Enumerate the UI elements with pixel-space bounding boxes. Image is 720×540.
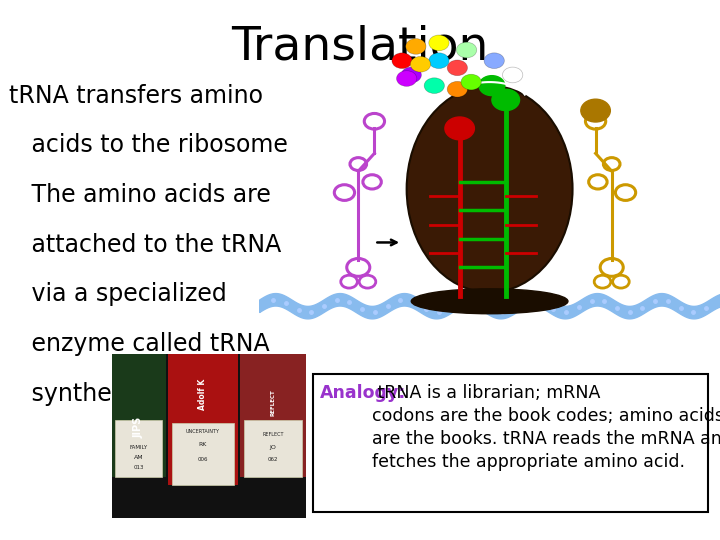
- Circle shape: [456, 42, 477, 58]
- Text: attached to the tRNA: attached to the tRNA: [9, 233, 281, 256]
- Text: UNCERTAINTY: UNCERTAINTY: [186, 429, 220, 434]
- Text: enzyme called tRNA: enzyme called tRNA: [9, 332, 269, 356]
- Bar: [112, 354, 166, 477]
- Text: The amino acids are: The amino acids are: [9, 183, 271, 207]
- Text: REFLECT: REFLECT: [262, 432, 284, 437]
- Text: AM: AM: [134, 455, 143, 460]
- Bar: [115, 420, 162, 477]
- Text: Adolf K: Adolf K: [199, 379, 207, 410]
- Circle shape: [581, 99, 611, 122]
- Circle shape: [429, 35, 449, 51]
- Text: 062: 062: [268, 457, 278, 462]
- Text: 013: 013: [134, 465, 144, 470]
- Text: FAMILY: FAMILY: [130, 445, 148, 450]
- Circle shape: [447, 60, 467, 76]
- Text: tRNA is a librarian; mRNA
codons are the book codes; amino acids
are the books. : tRNA is a librarian; mRNA codons are the…: [372, 384, 720, 471]
- Circle shape: [503, 67, 523, 83]
- Text: Analogy:: Analogy:: [320, 384, 407, 402]
- Circle shape: [424, 78, 444, 93]
- Bar: [244, 420, 302, 477]
- Circle shape: [447, 82, 467, 97]
- Text: tRNA transfers amino: tRNA transfers amino: [9, 84, 263, 107]
- Circle shape: [479, 76, 505, 96]
- Text: 006: 006: [198, 457, 208, 462]
- Bar: [240, 354, 306, 477]
- Text: JIPS: JIPS: [134, 417, 144, 438]
- Text: REFLECT: REFLECT: [271, 390, 276, 416]
- Text: synthetase.: synthetase.: [9, 382, 169, 406]
- Text: Translation: Translation: [231, 24, 489, 69]
- Ellipse shape: [411, 289, 568, 314]
- Text: RK: RK: [199, 442, 207, 447]
- Circle shape: [406, 38, 426, 55]
- Bar: [313, 374, 708, 512]
- Circle shape: [429, 53, 449, 69]
- Circle shape: [401, 67, 421, 83]
- Text: acids to the ribosome: acids to the ribosome: [9, 133, 287, 157]
- Circle shape: [445, 117, 474, 140]
- Circle shape: [397, 71, 417, 86]
- Circle shape: [410, 56, 431, 72]
- Circle shape: [392, 53, 412, 69]
- Text: JO: JO: [269, 445, 276, 450]
- Circle shape: [461, 74, 481, 90]
- Bar: [172, 423, 234, 485]
- Circle shape: [492, 89, 520, 111]
- Text: via a specialized: via a specialized: [9, 282, 226, 306]
- Ellipse shape: [407, 86, 572, 292]
- Circle shape: [484, 53, 504, 69]
- Bar: [168, 354, 238, 485]
